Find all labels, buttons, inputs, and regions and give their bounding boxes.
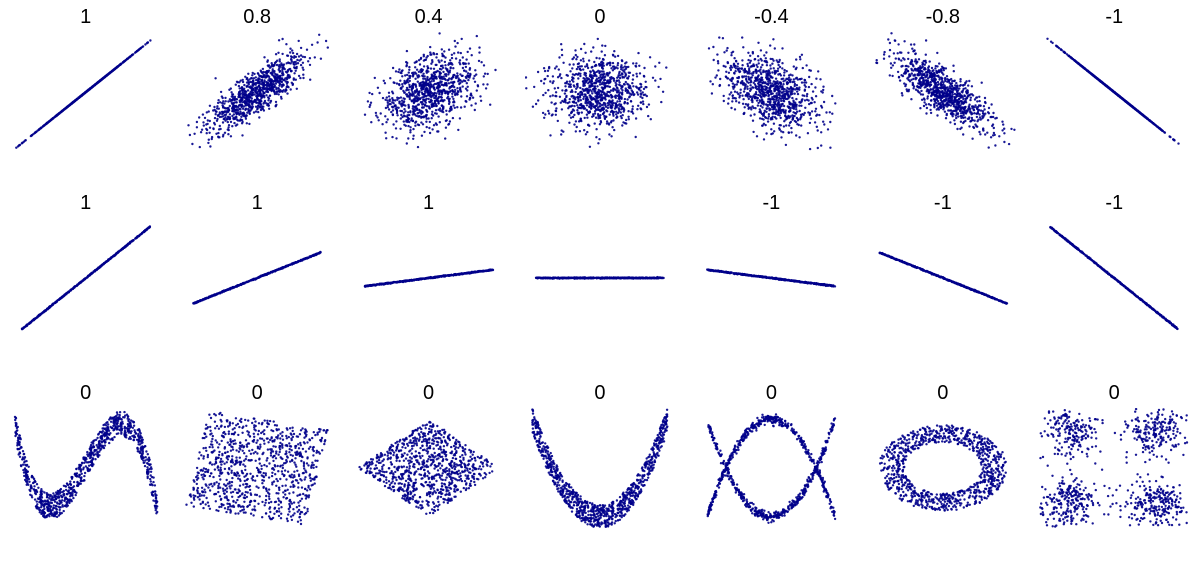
- scatter-plot: [868, 32, 1018, 152]
- scatter-cell-r0-c0: 1: [6, 6, 166, 152]
- correlation-label: 1: [80, 192, 91, 218]
- correlation-label: 0.8: [243, 6, 271, 32]
- correlation-label: -1: [762, 192, 780, 218]
- scatter-row-2: 0 0 0 0 0 0 0: [0, 372, 1200, 562]
- correlation-label: -1: [1105, 6, 1123, 32]
- scatter-plot: [11, 218, 161, 338]
- scatter-plot: [11, 32, 161, 152]
- scatter-cell-r2-c0: 0: [6, 382, 166, 528]
- scatter-cell-r2-c6: 0: [1034, 382, 1194, 528]
- scatter-cell-r2-c2: 0: [349, 382, 509, 528]
- scatter-plot: [354, 408, 504, 528]
- correlation-label: 0: [766, 382, 777, 408]
- scatter-plot: [11, 408, 161, 528]
- scatter-cell-r1-c4: -1: [691, 192, 851, 338]
- scatter-plot: [1039, 32, 1189, 152]
- scatter-row-1: 1 1 1 -1 -1 -1: [0, 186, 1200, 372]
- scatter-cell-r1-c3: [520, 192, 680, 338]
- scatter-cell-r0-c3: 0: [520, 6, 680, 152]
- correlation-label: 0.4: [415, 6, 443, 32]
- scatter-cell-r1-c6: -1: [1034, 192, 1194, 338]
- scatter-plot: [354, 32, 504, 152]
- scatter-cell-r0-c1: 0.8: [177, 6, 337, 152]
- scatter-plot: [1039, 408, 1189, 528]
- scatter-cell-r0-c6: -1: [1034, 6, 1194, 152]
- scatter-cell-r2-c4: 0: [691, 382, 851, 528]
- correlation-label: 1: [80, 6, 91, 32]
- scatter-plot: [696, 218, 846, 338]
- scatter-plot: [182, 32, 332, 152]
- scatter-cell-r1-c5: -1: [863, 192, 1023, 338]
- scatter-cell-r1-c0: 1: [6, 192, 166, 338]
- scatter-plot: [868, 218, 1018, 338]
- scatter-cell-r2-c3: 0: [520, 382, 680, 528]
- correlation-label: 0: [423, 382, 434, 408]
- scatter-row-0: 1 0.8 0.4 0 -0.4 -0.8 -1: [0, 0, 1200, 186]
- correlation-label: -0.8: [926, 6, 960, 32]
- correlation-label: 0: [594, 382, 605, 408]
- scatter-plot: [1039, 218, 1189, 338]
- correlation-label: -1: [1105, 192, 1123, 218]
- correlation-label: 0: [80, 382, 91, 408]
- scatter-cell-r2-c5: 0: [863, 382, 1023, 528]
- scatter-cell-r1-c1: 1: [177, 192, 337, 338]
- scatter-plot: [182, 408, 332, 528]
- correlation-label: -0.4: [754, 6, 788, 32]
- scatter-plot: [868, 408, 1018, 528]
- scatter-cell-r0-c5: -0.8: [863, 6, 1023, 152]
- correlation-label: 1: [252, 192, 263, 218]
- scatter-plot: [182, 218, 332, 338]
- scatter-cell-r2-c1: 0: [177, 382, 337, 528]
- correlation-label: 0: [594, 6, 605, 32]
- correlation-label: 0: [1109, 382, 1120, 408]
- correlation-label: 0: [252, 382, 263, 408]
- scatter-plot: [525, 408, 675, 528]
- correlation-label: 0: [937, 382, 948, 408]
- scatter-plot: [696, 408, 846, 528]
- scatter-cell-r0-c2: 0.4: [349, 6, 509, 152]
- correlation-label: -1: [934, 192, 952, 218]
- scatter-cell-r0-c4: -0.4: [691, 6, 851, 152]
- scatter-plot: [525, 218, 675, 338]
- scatter-plot: [354, 218, 504, 338]
- scatter-plot: [525, 32, 675, 152]
- scatter-plot: [696, 32, 846, 152]
- correlation-label: 1: [423, 192, 434, 218]
- scatter-cell-r1-c2: 1: [349, 192, 509, 338]
